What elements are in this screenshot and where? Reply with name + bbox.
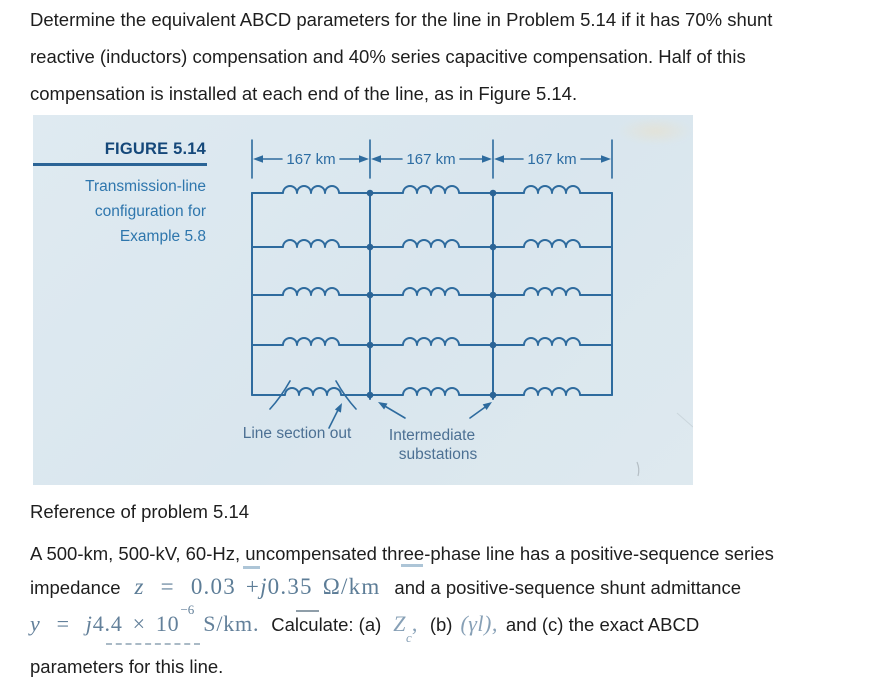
gamma-l-symbol: (γl),	[460, 611, 498, 637]
figure-heading-rule	[33, 163, 207, 166]
figure-caption-line-2: configuration for	[94, 203, 206, 220]
line-row-5	[251, 387, 613, 396]
impedance-equation: z = 0.03 +j0.35 Ω/km	[134, 574, 381, 599]
reference-line-1: A 500-km, 500-kV, 60-Hz, uncompensated t…	[30, 543, 774, 564]
figure-caption-line-3: Example 5.8	[119, 228, 206, 245]
line-section-out-label: Line section out	[243, 425, 352, 442]
problem-statement-line-1: Determine the equivalent ABCD parameters…	[30, 9, 773, 30]
dimension-label-1: 167 km	[286, 151, 335, 168]
dimension-arrowheads	[253, 155, 611, 163]
substation-node-dots	[366, 189, 497, 399]
scan-overbar-artifact	[296, 610, 319, 612]
annotation-arrows	[328, 402, 492, 429]
admittance-equation: y = j4.4 × 10−6S/km.	[30, 602, 260, 637]
figure-heading: FIGURE 5.14	[104, 140, 206, 158]
dimension-ticks	[251, 139, 613, 179]
line-row-3	[251, 287, 613, 296]
intermediate-substations-label-2: substations	[399, 446, 478, 463]
calculate-prefix: Calculate: (a)	[271, 614, 382, 636]
impedance-word: impedance	[30, 577, 121, 598]
transmission-line-diagram: 167 km 167 km 167 km	[243, 139, 693, 477]
scan-dash-artifact-2	[401, 564, 423, 567]
dimension-label-3: 167 km	[527, 151, 576, 168]
line-row-2	[251, 239, 613, 248]
scan-dashed-artifact	[106, 643, 200, 645]
problem-statement-line-3: compensation is installed at each end of…	[30, 83, 578, 104]
figure-panel: FIGURE 5.14 Transmission-line configurat…	[33, 115, 693, 485]
reference-line-3: y = j4.4 × 10−6S/km. Calculate: (a) Zc, (b) (γl)…	[30, 602, 700, 645]
line-row-1	[251, 185, 613, 194]
scan-speck-2	[676, 412, 693, 428]
line-row-4	[251, 337, 613, 346]
reference-line-4: parameters for this line.	[30, 656, 224, 677]
scan-smudge	[618, 117, 693, 145]
zc-symbol: Zc,	[393, 611, 418, 645]
scan-speck-1	[636, 461, 640, 477]
dimension-label-2: 167 km	[406, 151, 455, 168]
scan-dash-artifact-1	[243, 566, 260, 569]
b-label: (b)	[429, 614, 453, 636]
problem-statement-line-2: reactive (inductors) compensation and 40…	[30, 46, 746, 67]
reference-line-2-tail: and a positive-sequence shunt admittance	[394, 577, 742, 598]
intermediate-substations-label-1: Intermediate	[389, 427, 475, 444]
figure-caption-line-1: Transmission-line	[85, 178, 206, 195]
reference-title: Reference of problem 5.14	[30, 501, 250, 522]
line-out-break-marks	[269, 380, 357, 410]
reference-line-3-tail: and (c) the exact ABCD	[505, 614, 700, 636]
reference-line-2: impedance z = 0.03 +j0.35 Ω/km and a positive-…	[30, 574, 741, 600]
figure-caption: Transmission-line configuration for Exam…	[33, 174, 206, 249]
